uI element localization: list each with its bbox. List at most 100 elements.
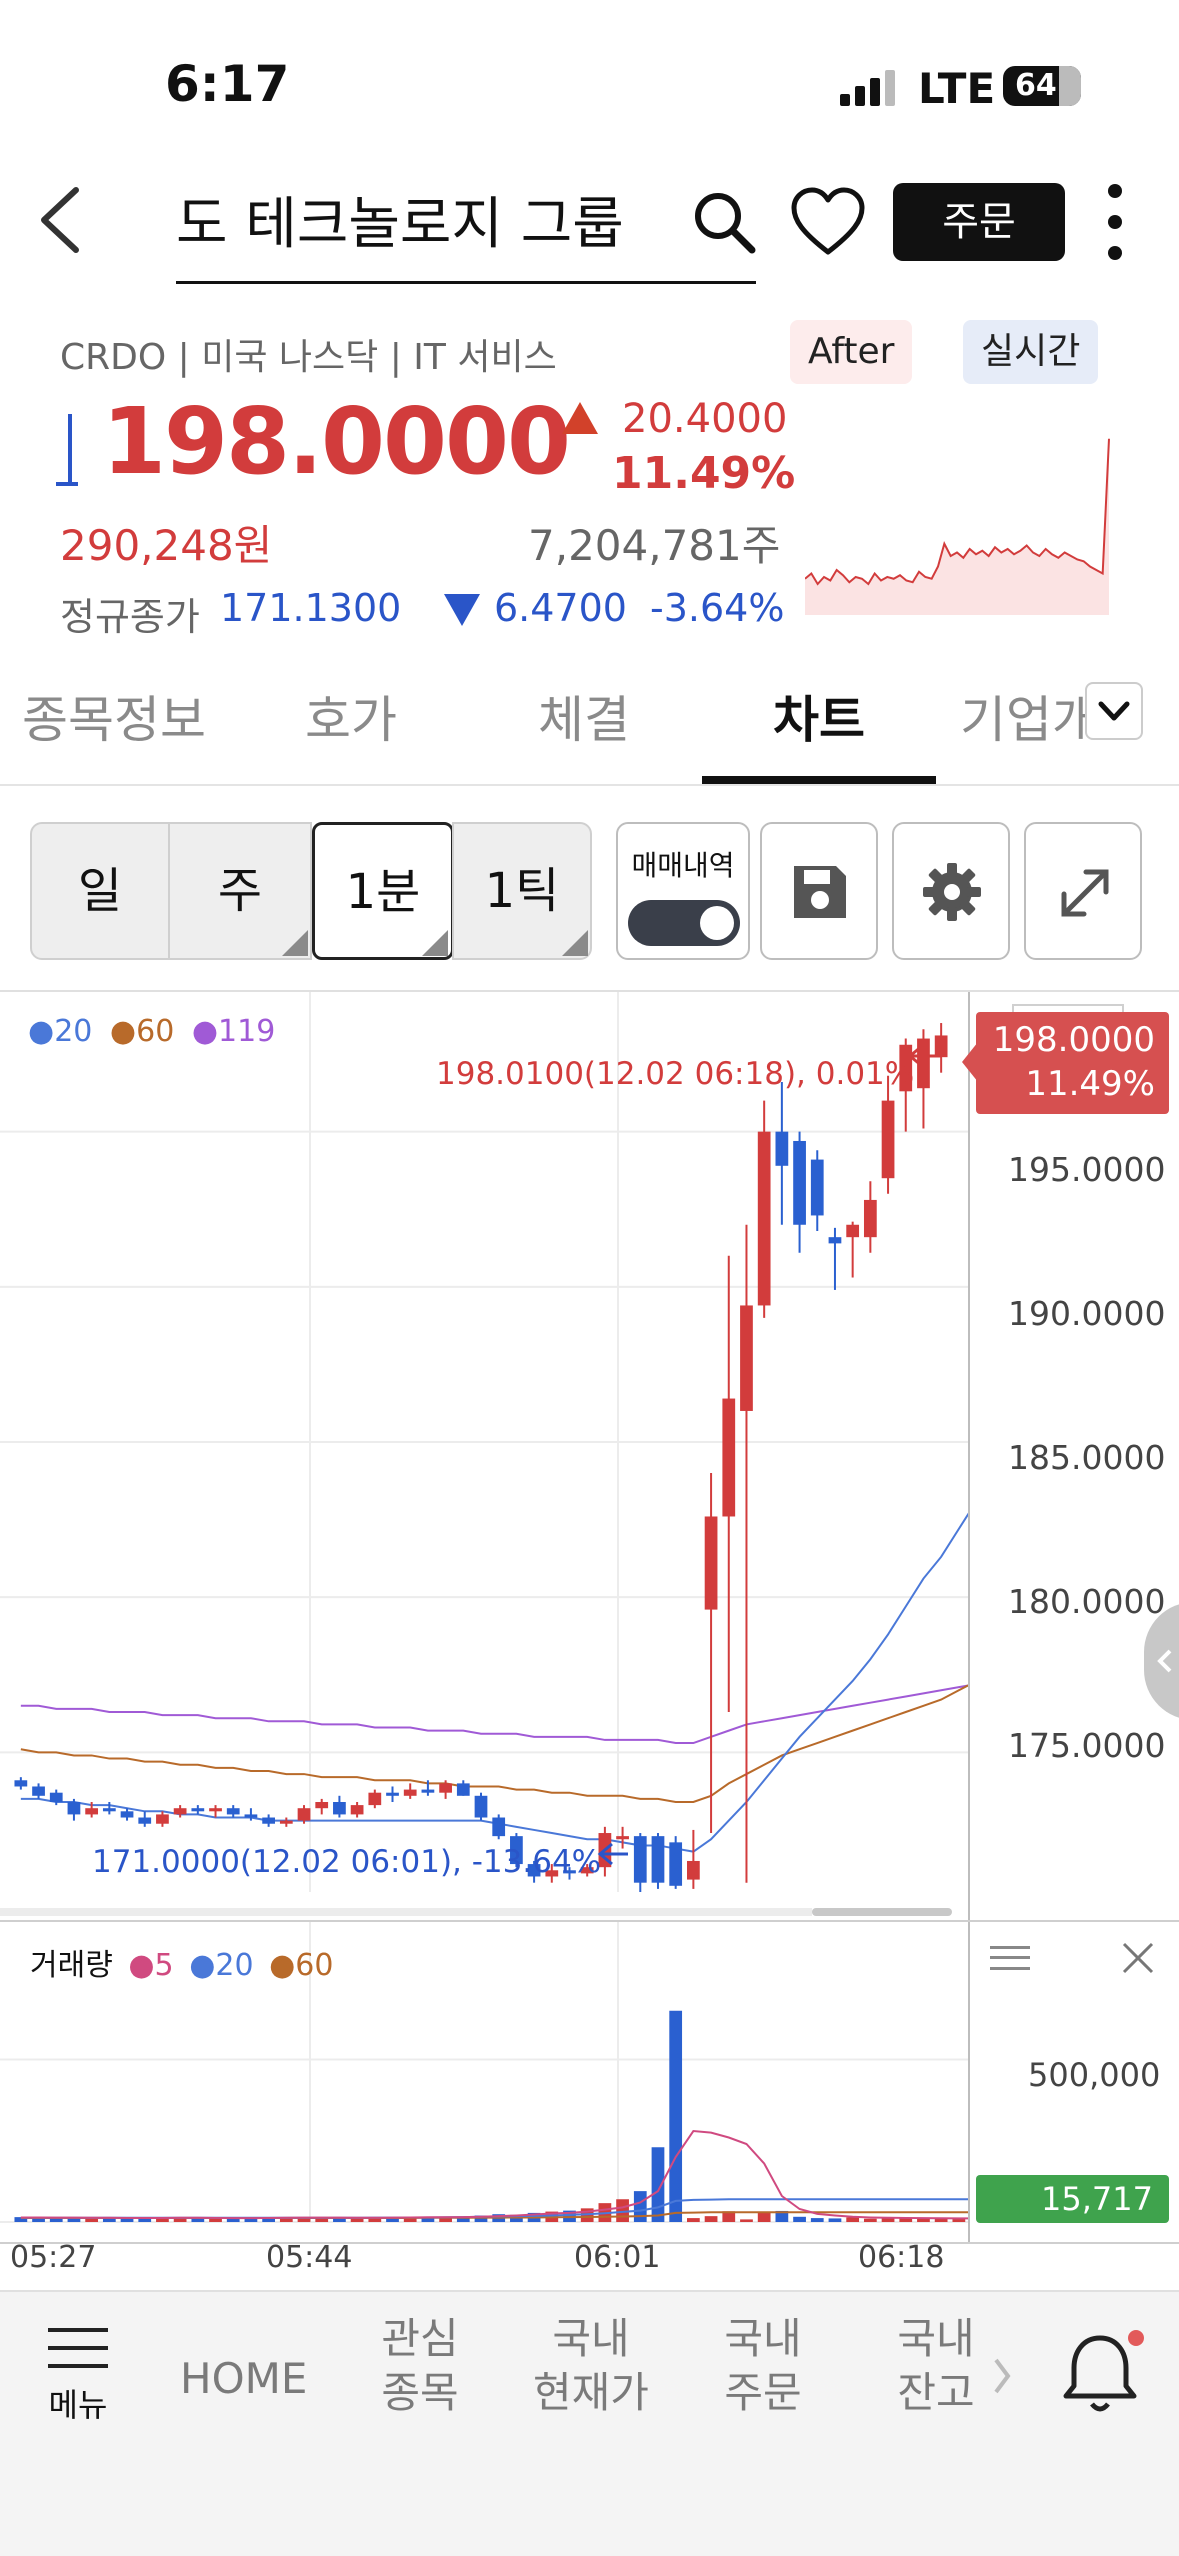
volume-bar bbox=[386, 2217, 399, 2222]
nav-domestic-price[interactable]: 국내 현재가 bbox=[526, 2312, 656, 2420]
trade-history-toggle[interactable]: 매매내역 bbox=[616, 822, 750, 960]
stock-name: 도 테크놀로지 그룹 bbox=[176, 192, 624, 257]
nav-domestic-balance-line2: 잔고 bbox=[897, 2368, 975, 2417]
volume-total: 7,204,781주 bbox=[528, 521, 781, 570]
menu-label: 메뉴 bbox=[48, 2386, 108, 2424]
volume-bar bbox=[67, 2218, 81, 2222]
intraday-sparkline[interactable] bbox=[805, 420, 1115, 615]
gear-icon bbox=[923, 863, 981, 921]
volume-bar bbox=[828, 2218, 842, 2222]
candle bbox=[333, 1795, 346, 1818]
legend-ma60: 60 bbox=[136, 1014, 175, 1049]
y-tick-175: 175.0000 bbox=[1008, 1726, 1166, 1765]
tab-trades[interactable]: 체결 bbox=[538, 691, 630, 749]
scroll-track bbox=[0, 1908, 812, 1916]
volume-bar bbox=[49, 2217, 63, 2222]
timeframe-1min-corner bbox=[422, 930, 448, 956]
nav-home[interactable]: HOME bbox=[180, 2354, 308, 2403]
candlestick-plot[interactable] bbox=[0, 992, 968, 1922]
tab-company[interactable]: 기업개 bbox=[960, 691, 1085, 749]
after-chip[interactable]: After bbox=[790, 320, 913, 384]
volume-bar bbox=[704, 2216, 718, 2222]
horizontal-scrollbar[interactable] bbox=[812, 1908, 952, 1916]
candle bbox=[456, 1780, 470, 1796]
candle bbox=[492, 1814, 506, 1840]
x-tick-0544: 05:44 bbox=[266, 2240, 353, 2275]
tab-stock-info[interactable]: 종목정보 bbox=[22, 691, 206, 749]
candle bbox=[810, 1150, 824, 1231]
high-arrow-head bbox=[907, 1044, 923, 1068]
volume-bar bbox=[102, 2218, 116, 2222]
price-chart[interactable]: ●20 ●60 ●119 198.0100(12.02 06:18), 0.01… bbox=[0, 990, 1179, 1922]
candle bbox=[315, 1798, 329, 1815]
chevron-left-icon bbox=[1157, 1649, 1172, 1673]
candle bbox=[757, 1100, 771, 1318]
candle bbox=[156, 1811, 169, 1827]
volume-chart[interactable]: 거래량 ●5 ●20 ●60 500,000 15,717 05:27 05:4… bbox=[0, 1920, 1179, 2290]
candle bbox=[138, 1811, 152, 1827]
nav-domestic-order[interactable]: 국내 주문 bbox=[713, 2312, 813, 2420]
settings-button[interactable] bbox=[892, 822, 1010, 960]
volume-bar bbox=[173, 2217, 187, 2222]
candle bbox=[474, 1792, 488, 1821]
x-tick-0527: 05:27 bbox=[10, 2240, 97, 2275]
candle bbox=[722, 1255, 736, 1712]
candle bbox=[67, 1798, 81, 1821]
stock-name-field[interactable]: 도 테크놀로지 그룹 bbox=[176, 180, 756, 284]
sparkline-line bbox=[805, 438, 1110, 586]
nav-domestic-balance[interactable]: 국내 잔고 bbox=[886, 2312, 986, 2420]
fullscreen-button[interactable] bbox=[1024, 822, 1142, 960]
volume-bar bbox=[191, 2217, 205, 2222]
volume-bar bbox=[846, 2217, 860, 2222]
volume-bar bbox=[687, 2218, 700, 2222]
tab-order-book[interactable]: 호가 bbox=[305, 691, 397, 749]
close-icon[interactable] bbox=[1120, 1940, 1156, 1976]
down-triangle-icon bbox=[444, 594, 480, 626]
timeframe-week[interactable]: 주 bbox=[168, 822, 312, 960]
save-button[interactable] bbox=[760, 822, 878, 960]
back-arrow-icon[interactable] bbox=[30, 180, 90, 260]
volume-bar bbox=[315, 2217, 329, 2222]
candle bbox=[85, 1802, 99, 1818]
volume-plot[interactable] bbox=[0, 1922, 968, 2242]
timeframe-day[interactable]: 일 bbox=[30, 822, 170, 960]
notification-button[interactable] bbox=[1050, 2324, 1150, 2424]
more-icon[interactable] bbox=[1100, 180, 1130, 264]
volume-bar bbox=[810, 2218, 824, 2222]
order-button[interactable]: 주문 bbox=[893, 183, 1065, 261]
candle bbox=[651, 1833, 665, 1889]
candle bbox=[881, 1075, 895, 1194]
price-info: CRDO | 미국 나스닥 | IT 서비스 After 실시간 198.000… bbox=[0, 300, 1179, 650]
volume-bar bbox=[757, 2212, 771, 2222]
candle bbox=[687, 1829, 700, 1889]
nav-watchlist-line2: 종목 bbox=[381, 2368, 459, 2417]
volume-bar bbox=[279, 2217, 293, 2222]
menu-button[interactable]: 메뉴 bbox=[40, 2322, 116, 2432]
volume-bar bbox=[863, 2218, 877, 2222]
hamburger-small-icon[interactable] bbox=[990, 1946, 1030, 1970]
volume-bar bbox=[350, 2218, 364, 2222]
candle bbox=[368, 1789, 382, 1809]
timeframe-1min[interactable]: 1분 bbox=[312, 822, 454, 960]
tab-chart[interactable]: 차트 bbox=[773, 691, 865, 749]
tab-expand-button[interactable] bbox=[1085, 682, 1143, 740]
volume-bar bbox=[14, 2217, 28, 2222]
ma119-line bbox=[20, 1684, 968, 1745]
current-price-tag-pct: 11.49% bbox=[1025, 1064, 1155, 1104]
candle bbox=[386, 1786, 399, 1802]
candle bbox=[403, 1783, 417, 1799]
volume-bar bbox=[244, 2218, 258, 2222]
candle bbox=[616, 1826, 629, 1849]
search-icon[interactable] bbox=[690, 188, 760, 258]
status-bar: 6:17 LTE 64 bbox=[0, 0, 1179, 150]
current-price-tag: 198.0000 11.49% bbox=[962, 1012, 1169, 1114]
toggle-switch[interactable] bbox=[628, 900, 740, 946]
nav-watchlist[interactable]: 관심 종목 bbox=[370, 2312, 470, 2420]
realtime-chip[interactable]: 실시간 bbox=[963, 320, 1099, 384]
chevron-right-icon[interactable] bbox=[990, 2354, 1014, 2398]
y-tick-185: 185.0000 bbox=[1008, 1438, 1166, 1477]
candle bbox=[510, 1833, 523, 1868]
nav-domestic-order-line2: 주문 bbox=[724, 2368, 802, 2417]
heart-icon[interactable] bbox=[790, 186, 866, 258]
timeframe-1tick[interactable]: 1틱 bbox=[452, 822, 592, 960]
